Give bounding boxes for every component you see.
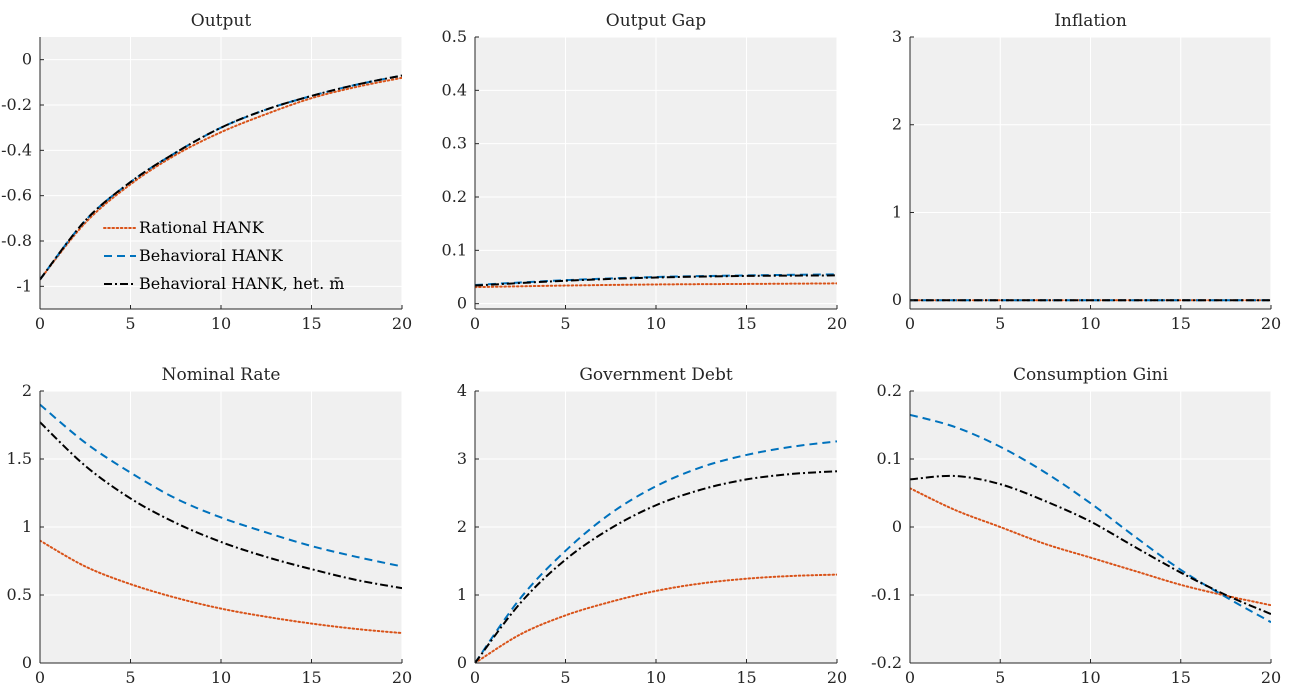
x-tick-label: 5 — [995, 668, 1005, 687]
y-tick-label: 3 — [457, 449, 467, 468]
panel-title: Consumption Gini — [1013, 365, 1169, 385]
y-tick-label: 0 — [892, 290, 902, 309]
x-tick-label: 10 — [646, 668, 666, 687]
x-tick-label: 0 — [905, 314, 915, 333]
panel-3: 0 5 10 15 20 0 1 2 3 Inflation — [892, 11, 1281, 333]
legend: Rational HANK Behavioral HANK Behavioral H… — [103, 218, 344, 293]
x-tick-label: 10 — [211, 314, 231, 333]
x-tick-label: 5 — [560, 668, 570, 687]
y-tick-label: -1 — [16, 276, 32, 295]
y-tick-label: 3 — [892, 27, 902, 46]
panel-6: 0 5 10 15 20 -0.2 -0.1 0 0.1 0.2 Consumption Gini — [871, 365, 1281, 687]
legend-label-2: Behavioral HANK — [139, 246, 284, 265]
series-line-2 — [910, 413, 1271, 624]
x-tick-label: 10 — [1080, 314, 1100, 333]
x-tick-label: 5 — [560, 314, 570, 333]
y-tick-label: 0.2 — [877, 381, 902, 400]
y-tick-label: -0.2 — [1, 95, 32, 114]
legend-label-1: Rational HANK — [139, 218, 265, 237]
panel-title: Nominal Rate — [162, 365, 281, 385]
x-tick-label: 20 — [1261, 668, 1281, 687]
y-tick-label: 2 — [892, 115, 902, 134]
y-tick-label: 0.4 — [442, 80, 467, 99]
x-tick-label: 10 — [1080, 668, 1100, 687]
y-tick-label: 1 — [457, 585, 467, 604]
x-tick-label: 10 — [211, 668, 231, 687]
y-tick-label: -0.2 — [871, 653, 902, 672]
y-tick-label: 0.1 — [877, 449, 902, 468]
x-tick-label: 15 — [736, 314, 756, 333]
x-tick-label: 5 — [125, 314, 135, 333]
y-tick-label: 1.5 — [7, 449, 32, 468]
y-tick-label: 0 — [22, 653, 32, 672]
x-tick-label: 5 — [125, 668, 135, 687]
y-tick-label: 2 — [457, 517, 467, 536]
x-tick-label: 0 — [905, 668, 915, 687]
series-line-1 — [910, 487, 1271, 607]
series-line-1 — [475, 573, 837, 663]
series-line-2 — [475, 273, 837, 286]
y-tick-label: 0 — [22, 50, 32, 69]
panel-title: Output — [191, 11, 252, 31]
series-line-1 — [475, 282, 837, 289]
y-tick-label: 0.2 — [442, 187, 467, 206]
series-line-3 — [40, 421, 402, 590]
panel-title: Inflation — [1054, 11, 1127, 31]
y-tick-label: -0.8 — [1, 231, 32, 250]
y-tick-label: 4 — [457, 381, 467, 400]
panel-title: Government Debt — [579, 365, 732, 385]
x-tick-label: 15 — [1171, 668, 1191, 687]
series-line-2 — [40, 403, 402, 568]
y-tick-label: -0.6 — [1, 186, 32, 205]
x-tick-label: 15 — [301, 314, 321, 333]
legend-label-3: Behavioral HANK, het. m̄ — [139, 274, 344, 293]
x-tick-label: 15 — [1171, 314, 1191, 333]
series-line-3 — [40, 74, 402, 281]
x-tick-label: 0 — [470, 314, 480, 333]
panel-4: 0 5 10 15 20 0 0.5 1 1.5 2 Nominal Rate — [7, 365, 413, 687]
series-line-3 — [475, 274, 837, 287]
x-tick-label: 20 — [827, 314, 847, 333]
series-line-1 — [40, 76, 402, 281]
x-tick-label: 20 — [392, 314, 412, 333]
y-tick-label: 0.1 — [442, 240, 467, 259]
panel-title: Output Gap — [606, 11, 706, 31]
y-tick-label: 0 — [457, 294, 467, 313]
y-tick-label: 0 — [892, 517, 902, 536]
panel-2: 0 5 10 15 20 0 0.1 0.2 0.3 0.4 0.5 Output Gap — [442, 11, 848, 333]
x-tick-label: 0 — [35, 314, 45, 333]
panel-1: 0 5 10 15 20 -1 -0.8 -0.6 -0.4 -0.2 0 Output — [1, 11, 412, 333]
x-tick-label: 20 — [392, 668, 412, 687]
y-tick-label: 0 — [457, 653, 467, 672]
series-line-2 — [40, 74, 402, 281]
y-tick-label: 0.5 — [442, 27, 467, 46]
y-tick-label: 2 — [22, 381, 32, 400]
x-tick-label: 0 — [35, 668, 45, 687]
x-tick-label: 20 — [1261, 314, 1281, 333]
y-tick-label: -0.4 — [1, 140, 32, 159]
y-tick-label: 1 — [22, 517, 32, 536]
y-tick-label: 0.5 — [7, 585, 32, 604]
x-tick-label: 15 — [736, 668, 756, 687]
series-line-1 — [40, 539, 402, 635]
y-tick-label: 0.3 — [442, 134, 467, 153]
x-tick-label: 20 — [827, 668, 847, 687]
y-tick-label: -0.1 — [871, 585, 902, 604]
series-line-2 — [475, 440, 837, 663]
y-tick-label: 1 — [892, 202, 902, 221]
x-tick-label: 0 — [470, 668, 480, 687]
x-tick-label: 10 — [646, 314, 666, 333]
series-line-3 — [475, 470, 837, 663]
x-tick-label: 15 — [301, 668, 321, 687]
panel-5: 0 5 10 15 20 0 1 2 3 4 Government Debt — [457, 365, 847, 687]
x-tick-label: 5 — [995, 314, 1005, 333]
